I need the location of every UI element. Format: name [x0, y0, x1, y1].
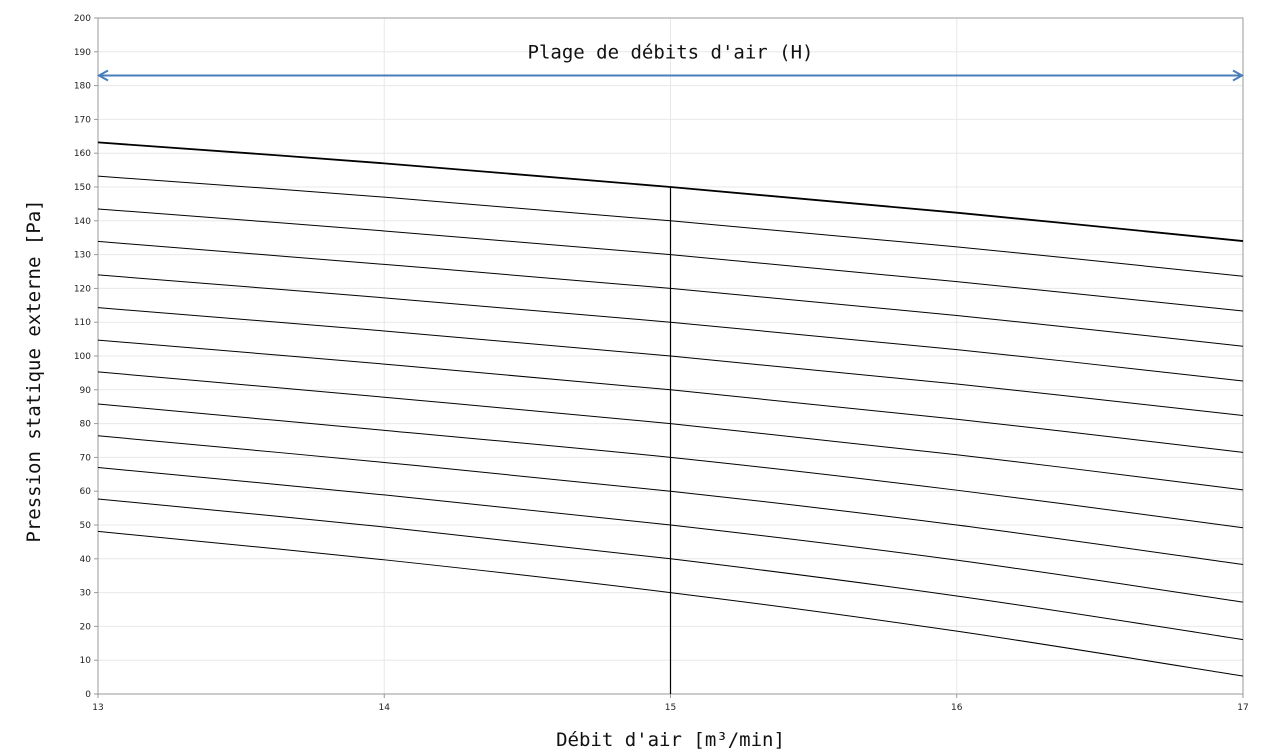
y-tick-label: 80 — [80, 420, 92, 430]
y-tick-label: 10 — [80, 656, 92, 666]
y-axis-title: Pression statique externe [Pa] — [23, 199, 45, 542]
y-tick-label: 100 — [74, 352, 91, 362]
y-tick-label: 20 — [80, 622, 92, 632]
y-tick-label: 180 — [74, 82, 91, 92]
x-tick-label: 14 — [379, 703, 391, 713]
range-arrow-head-left — [96, 69, 109, 82]
y-tick-label: 70 — [80, 453, 92, 463]
y-tick-label: 60 — [80, 487, 92, 497]
y-tick-label: 130 — [74, 251, 91, 261]
y-tick-label: 0 — [85, 690, 91, 700]
x-tick-label: 13 — [92, 703, 103, 713]
x-axis-title: Débit d'air [m³/min] — [556, 729, 785, 751]
x-tick-label: 16 — [951, 703, 963, 713]
range-arrow-label: Plage de débits d'air (H) — [528, 41, 814, 63]
y-tick-label: 50 — [80, 521, 92, 531]
range-arrow-head-right — [1232, 69, 1245, 82]
range-arrow — [96, 69, 1245, 82]
y-tick-label: 40 — [80, 555, 92, 565]
x-axis-ticks: 13 14 15 16 17 — [92, 694, 1249, 713]
y-tick-label: 160 — [74, 149, 91, 159]
x-tick-label: 15 — [665, 703, 676, 713]
y-tick-label: 110 — [74, 318, 91, 328]
y-tick-label: 30 — [80, 589, 92, 599]
y-tick-label: 140 — [74, 217, 91, 227]
y-tick-label: 200 — [74, 14, 91, 24]
y-tick-label: 150 — [74, 183, 91, 193]
y-axis-ticks: 0 10 20 30 40 50 60 70 80 90 100 110 120 130 140 150 160… — [74, 14, 98, 700]
x-tick-label: 17 — [1237, 703, 1248, 713]
y-tick-label: 120 — [74, 284, 91, 294]
y-tick-label: 190 — [74, 48, 91, 58]
y-tick-label: 90 — [80, 386, 92, 396]
y-tick-label: 170 — [74, 115, 91, 125]
